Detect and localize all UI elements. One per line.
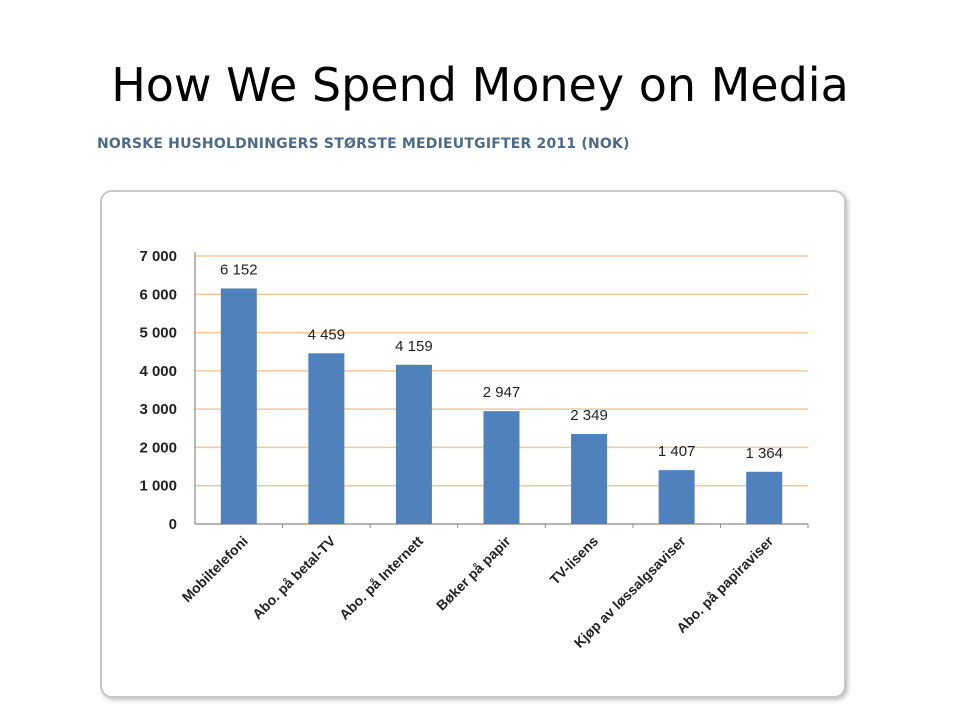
y-tick-label: 1 000 xyxy=(139,478,177,495)
data-label: 2 947 xyxy=(483,384,521,401)
y-tick-label: 6 000 xyxy=(139,286,177,303)
y-tick-label: 3 000 xyxy=(139,401,177,418)
bar xyxy=(571,434,608,524)
y-tick-label: 2 000 xyxy=(139,439,177,456)
bar xyxy=(746,471,783,524)
data-label: 6 152 xyxy=(220,261,258,278)
data-label: 1 407 xyxy=(658,443,696,460)
x-tick-label: Abo. på betal-TV xyxy=(249,532,339,622)
x-tick-label: Abo. på papiraviser xyxy=(673,532,777,636)
x-tick-label: Abo. på Internett xyxy=(336,533,426,623)
bar xyxy=(658,470,695,524)
data-label: 1 364 xyxy=(745,445,783,462)
x-tick-label: Bøker på papir xyxy=(433,532,514,613)
x-tick-label: TV-lisens xyxy=(546,533,601,588)
y-tick-label: 0 xyxy=(169,516,177,533)
bar xyxy=(220,288,257,524)
slide-title: How We Spend Money on Media xyxy=(111,58,849,112)
data-label: 2 349 xyxy=(570,407,608,424)
y-tick-label: 7 000 xyxy=(139,248,177,265)
data-label: 4 459 xyxy=(308,326,346,343)
bar xyxy=(308,353,345,524)
y-tick-label: 4 000 xyxy=(139,363,177,380)
chart-title: NORSKE HUSHOLDNINGERS STØRSTE MEDIEUTGIF… xyxy=(97,136,630,152)
x-tick-label: Mobiltelefoni xyxy=(179,533,251,605)
y-tick-label: 5 000 xyxy=(139,325,177,342)
bar xyxy=(483,411,520,524)
bar xyxy=(395,364,432,524)
data-label: 4 159 xyxy=(395,338,433,355)
